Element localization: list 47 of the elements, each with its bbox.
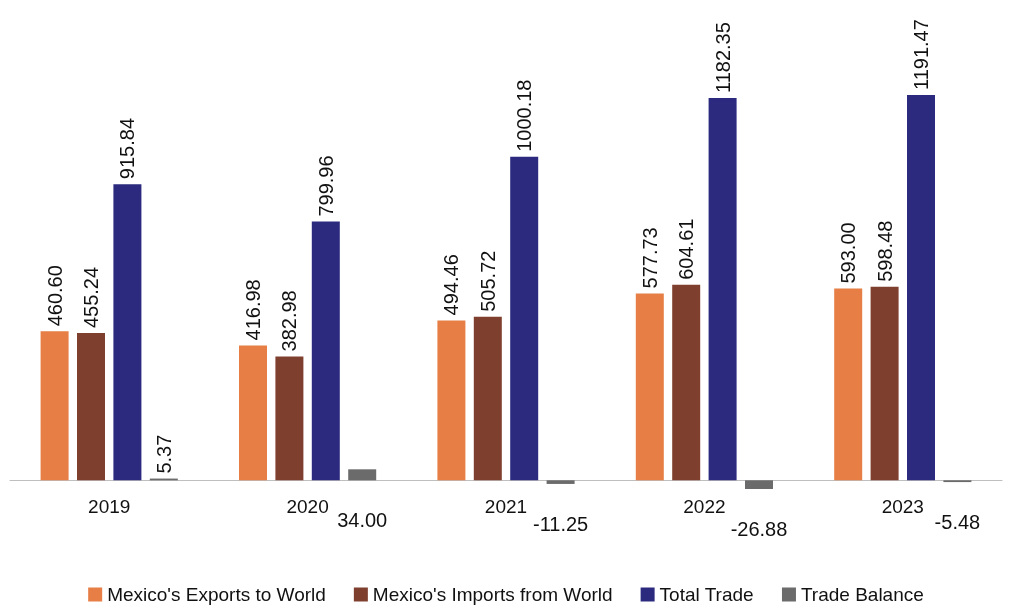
bar xyxy=(745,480,773,489)
data-label: 416.98 xyxy=(242,279,264,341)
bar xyxy=(834,288,863,481)
bar xyxy=(113,184,142,481)
data-label: 593.00 xyxy=(837,222,860,284)
data-label: 1182.35 xyxy=(711,22,734,93)
data-label: 460.60 xyxy=(43,265,66,327)
bar xyxy=(473,316,502,481)
data-label: 915.84 xyxy=(116,117,139,180)
x-tick-label: 2019 xyxy=(88,496,131,517)
data-label: 505.72 xyxy=(476,250,499,312)
data-label: 799.96 xyxy=(314,155,337,217)
bar xyxy=(907,95,935,481)
data-label: -5.48 xyxy=(934,511,981,534)
data-label: 1000.18 xyxy=(513,79,536,152)
data-label: 5.37 xyxy=(152,434,175,474)
bar xyxy=(311,221,340,481)
bar xyxy=(77,333,105,481)
bar xyxy=(546,480,575,484)
data-label: 382.98 xyxy=(278,290,301,352)
bar xyxy=(510,156,539,481)
bar xyxy=(275,356,304,481)
bar xyxy=(870,286,899,481)
data-label: -11.25 xyxy=(532,512,589,535)
bar xyxy=(348,469,377,481)
data-label: 494.46 xyxy=(440,254,463,316)
data-label: 577.73 xyxy=(638,227,661,289)
bar xyxy=(239,345,267,481)
x-tick-label: 2023 xyxy=(881,496,924,517)
bar xyxy=(708,97,737,481)
x-tick-label: 2022 xyxy=(683,496,726,517)
data-label: 604.61 xyxy=(675,218,698,280)
legend-label: Total Trade xyxy=(659,584,754,605)
data-label: -26.88 xyxy=(730,518,788,540)
data-label: 455.24 xyxy=(80,266,102,329)
data-label: 34.00 xyxy=(337,509,388,532)
legend-label: Trade Balance xyxy=(800,584,924,605)
legend-label: Mexico's Imports from World xyxy=(372,584,613,605)
x-tick-label: 2021 xyxy=(484,496,528,517)
bar xyxy=(437,320,466,481)
legend-label: Mexico's Exports to World xyxy=(107,584,326,605)
data-label: 598.48 xyxy=(873,220,896,282)
data-label: 1191.47 xyxy=(910,19,932,90)
bar xyxy=(635,293,664,481)
bar xyxy=(672,284,701,481)
bar xyxy=(40,331,69,481)
x-tick-label: 2020 xyxy=(286,496,329,517)
